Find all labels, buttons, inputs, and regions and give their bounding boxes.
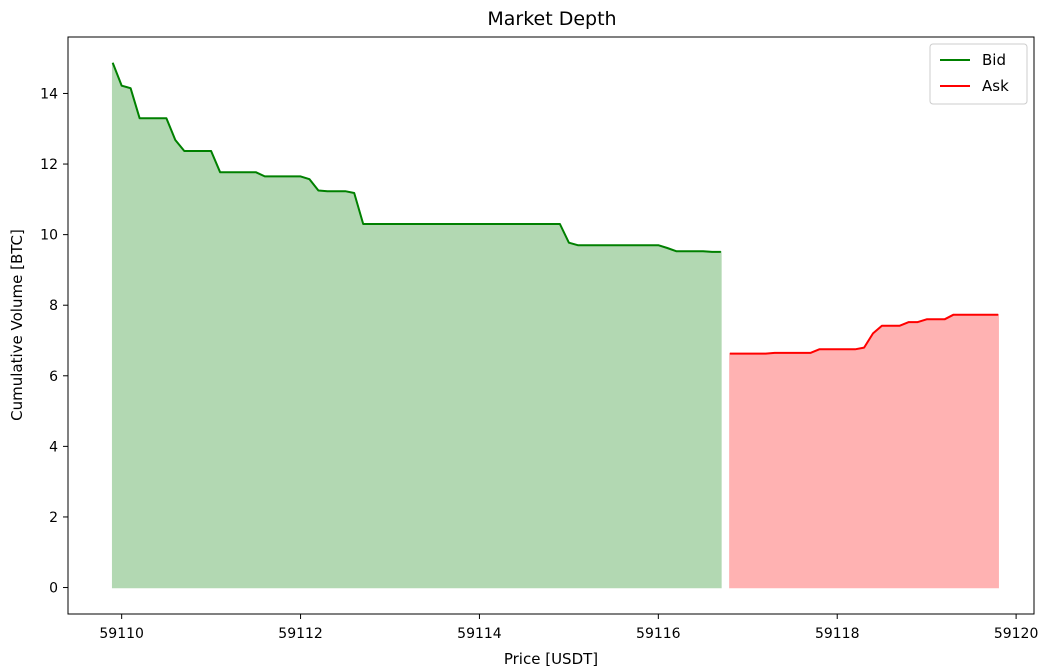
y-tick-label: 14 <box>40 86 58 102</box>
y-tick-label: 0 <box>49 581 58 597</box>
plot-area <box>111 62 999 589</box>
plot-frame <box>67 36 1035 615</box>
x-tick-label: 59112 <box>278 626 323 642</box>
x-tick-label: 59114 <box>457 626 502 642</box>
y-tick-label: 10 <box>40 228 58 244</box>
legend-box <box>929 43 1028 105</box>
y-tick-label: 2 <box>49 510 58 526</box>
y-tick-label: 12 <box>40 157 58 173</box>
y-axis: 0 2 4 6 8 10 12 14 <box>40 86 68 597</box>
x-axis-label: Price [USDT] <box>504 650 598 668</box>
chart-title: Market Depth <box>487 8 616 30</box>
legend-label-bid: Bid <box>982 51 1006 69</box>
x-tick-label: 59118 <box>815 626 860 642</box>
y-axis-label: Cumulative Volume [BTC] <box>8 229 26 421</box>
y-tick-label: 8 <box>49 298 58 314</box>
x-tick-label: 59120 <box>994 626 1039 642</box>
bid-series-line <box>111 62 721 253</box>
legend-label-ask: Ask <box>982 77 1009 95</box>
y-tick-label: 6 <box>49 369 58 385</box>
x-axis: 59110 59112 59114 59116 59118 59120 <box>99 614 1038 642</box>
x-tick-label: 59110 <box>99 626 144 642</box>
ask-series-line <box>729 313 999 355</box>
bid-area-fill <box>111 62 722 589</box>
y-tick-label: 4 <box>49 439 58 455</box>
x-tick-label: 59116 <box>636 626 681 642</box>
ask-area-fill <box>729 313 999 589</box>
legend: Bid Ask <box>929 43 1028 105</box>
